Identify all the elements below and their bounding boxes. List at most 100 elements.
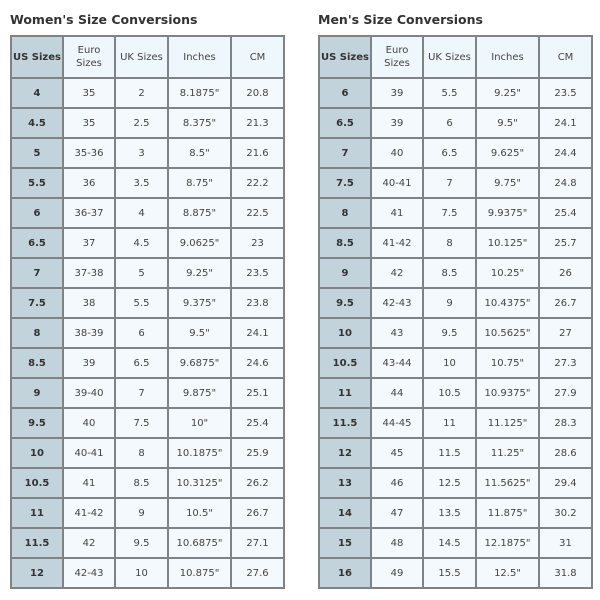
column-header: Inches: [167, 35, 232, 79]
table-row: 9 42 8.5 10.25" 26: [318, 257, 593, 289]
table-cell: 11.125": [475, 407, 540, 439]
column-header: CM: [230, 35, 285, 79]
table-cell: 24.8: [538, 167, 593, 199]
table-cell: 10.125": [475, 227, 540, 259]
table-cell: 6.5: [318, 107, 372, 139]
table-cell: 40: [62, 407, 116, 439]
table-cell: 10.5: [10, 467, 64, 499]
column-header: US Sizes: [318, 35, 372, 79]
table-row: 7.5 40-41 7 9.75" 24.8: [318, 167, 593, 199]
table-cell: 11: [318, 377, 372, 409]
table-cell: 8.5: [318, 227, 372, 259]
table-row: 15 48 14.5 12.1875" 31: [318, 527, 593, 559]
table-cell: 23: [230, 227, 285, 259]
table-cell: 24.1: [230, 317, 285, 349]
table-cell: 26.2: [230, 467, 285, 499]
table-row: 9.5 42-43 9 10.4375" 26.7: [318, 287, 593, 319]
column-header: Euro Sizes: [62, 35, 116, 79]
table-cell: 29.4: [538, 467, 593, 499]
table-row: 10.5 43-44 10 10.75" 27.3: [318, 347, 593, 379]
table-cell: 42-43: [62, 557, 116, 589]
women-title: Women's Size Conversions: [10, 12, 198, 27]
table-row: 9 39-40 7 9.875" 25.1: [10, 377, 285, 409]
table-cell: 25.7: [538, 227, 593, 259]
table-cell: 37-38: [62, 257, 116, 289]
table-cell: 8.5: [422, 257, 477, 289]
table-cell: 10.5: [422, 377, 477, 409]
table-cell: 10: [114, 557, 169, 589]
table-cell: 27.6: [230, 557, 285, 589]
table-row: 4.5 35 2.5 8.375" 21.3: [10, 107, 285, 139]
column-header: CM: [538, 35, 593, 79]
table-cell: 24.1: [538, 107, 593, 139]
table-cell: 10.875": [167, 557, 232, 589]
table-cell: 27.9: [538, 377, 593, 409]
table-cell: 5: [10, 137, 64, 169]
table-cell: 43: [370, 317, 424, 349]
table-row: 11.5 44-45 11 11.125" 28.3: [318, 407, 593, 439]
table-cell: 40-41: [370, 167, 424, 199]
table-cell: 37: [62, 227, 116, 259]
table-row: 5 35-36 3 8.5" 21.6: [10, 137, 285, 169]
table-cell: 9.5: [318, 287, 372, 319]
table-cell: 9.75": [475, 167, 540, 199]
table-cell: 9.9375": [475, 197, 540, 229]
table-cell: 23.5: [538, 77, 593, 109]
table-cell: 11.25": [475, 437, 540, 469]
table-cell: 10: [318, 317, 372, 349]
table-cell: 47: [370, 497, 424, 529]
table-cell: 8: [318, 197, 372, 229]
table-cell: 10.9375": [475, 377, 540, 409]
table-cell: 7.5: [422, 197, 477, 229]
table-cell: 10: [422, 347, 477, 379]
table-cell: 26.7: [230, 497, 285, 529]
table-cell: 35-36: [62, 137, 116, 169]
table-cell: 44: [370, 377, 424, 409]
header-row: US Sizes Euro Sizes UK Sizes Inches CM: [10, 35, 285, 79]
table-cell: 24.4: [538, 137, 593, 169]
table-cell: 38-39: [62, 317, 116, 349]
table-row: 6.5 37 4.5 9.0625" 23: [10, 227, 285, 259]
table-cell: 39-40: [62, 377, 116, 409]
table-cell: 49: [370, 557, 424, 589]
table-row: 13 46 12.5 11.5625" 29.4: [318, 467, 593, 499]
table-cell: 35: [62, 107, 116, 139]
table-cell: 42: [62, 527, 116, 559]
column-header: US Sizes: [10, 35, 64, 79]
table-cell: 10.25": [475, 257, 540, 289]
table-row: 5.5 36 3.5 8.75" 22.2: [10, 167, 285, 199]
table-cell: 10.5: [318, 347, 372, 379]
table-row: 14 47 13.5 11.875" 30.2: [318, 497, 593, 529]
table-cell: 9.375": [167, 287, 232, 319]
table-cell: 39: [62, 347, 116, 379]
table-row: 4 35 2 8.1875" 20.8: [10, 77, 285, 109]
table-cell: 30.2: [538, 497, 593, 529]
table-cell: 11: [422, 407, 477, 439]
table-cell: 12: [318, 437, 372, 469]
table-cell: 10.5": [167, 497, 232, 529]
table-cell: 8.375": [167, 107, 232, 139]
table-cell: 7.5: [114, 407, 169, 439]
table-row: 11.5 42 9.5 10.6875" 27.1: [10, 527, 285, 559]
table-cell: 38: [62, 287, 116, 319]
table-cell: 2.5: [114, 107, 169, 139]
table-cell: 31: [538, 527, 593, 559]
table-cell: 9.5: [10, 407, 64, 439]
table-cell: 11: [10, 497, 64, 529]
table-cell: 27.1: [230, 527, 285, 559]
table-row: 11 41-42 9 10.5" 26.7: [10, 497, 285, 529]
table-cell: 10.4375": [475, 287, 540, 319]
table-cell: 28.3: [538, 407, 593, 439]
table-cell: 46: [370, 467, 424, 499]
table-row: 8 38-39 6 9.5" 24.1: [10, 317, 285, 349]
table-cell: 12.5: [422, 467, 477, 499]
table-cell: 22.2: [230, 167, 285, 199]
header-row: US Sizes Euro Sizes UK Sizes Inches CM: [318, 35, 593, 79]
table-cell: 4.5: [10, 107, 64, 139]
table-row: 10 40-41 8 10.1875" 25.9: [10, 437, 285, 469]
table-cell: 42-43: [370, 287, 424, 319]
table-cell: 5.5: [422, 77, 477, 109]
table-cell: 8.5: [114, 467, 169, 499]
table-cell: 8.875": [167, 197, 232, 229]
table-cell: 27: [538, 317, 593, 349]
